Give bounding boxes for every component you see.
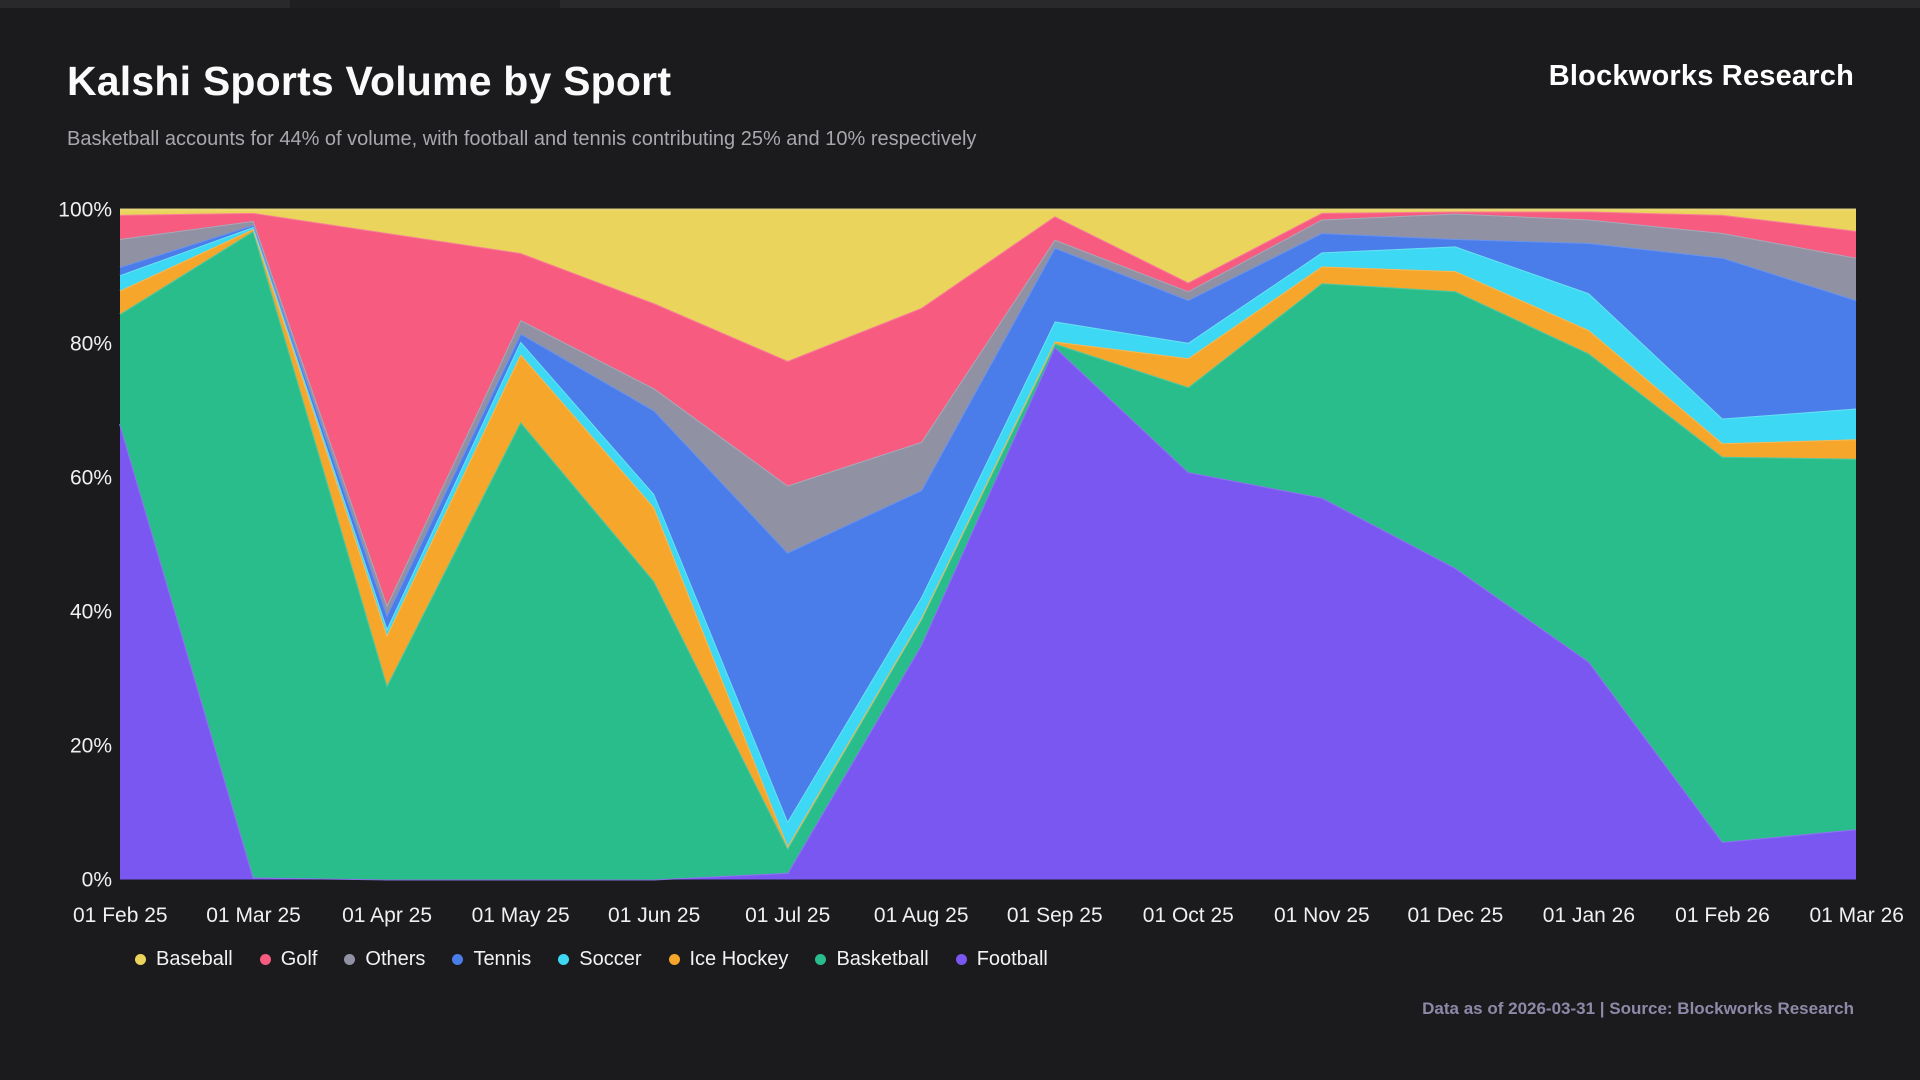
legend-item-football[interactable]: Football bbox=[955, 947, 1048, 971]
chart-legend: Baseball Golf Others Tennis Soccer Ice Hockey… bbox=[135, 944, 1048, 974]
legend-item-baseball[interactable]: Baseball bbox=[135, 948, 233, 971]
x-axis-label: 01 Mar 26 bbox=[1809, 904, 1904, 927]
area-baseball[interactable] bbox=[120, 209, 1856, 361]
legend-label: Others bbox=[365, 947, 426, 970]
legend-item-others[interactable]: Others bbox=[344, 948, 425, 971]
legend-label: Basketball bbox=[836, 947, 929, 970]
legend-item-soccer[interactable]: Soccer bbox=[558, 947, 642, 971]
x-axis-label: 01 Jan 26 bbox=[1543, 904, 1635, 927]
y-axis-label: 0% bbox=[82, 869, 112, 892]
window-top-strip-notch bbox=[290, 0, 560, 8]
y-axis-label: 80% bbox=[70, 333, 112, 356]
source-note: Data as of 2026-03-31 | Source: Blockwor… bbox=[1422, 999, 1854, 1018]
y-axis-label: 40% bbox=[70, 601, 112, 624]
x-axis-label: 01 Jul 25 bbox=[745, 904, 830, 927]
legend-dot-icon bbox=[668, 953, 680, 965]
legend-label: Football bbox=[976, 947, 1048, 970]
page-title: Kalshi Sports Volume by Sport bbox=[67, 58, 672, 104]
x-axis-label: 01 Nov 25 bbox=[1274, 904, 1370, 927]
x-axis-label: 01 Sep 25 bbox=[1007, 904, 1103, 927]
x-axis-label: 01 Mar 25 bbox=[206, 904, 301, 927]
area-football[interactable] bbox=[120, 346, 1856, 880]
y-axis-label: 60% bbox=[70, 467, 112, 490]
legend-dot-icon bbox=[558, 953, 570, 965]
window-top-strip bbox=[0, 0, 1920, 8]
x-axis-label: 01 Apr 25 bbox=[342, 904, 432, 927]
legend-item-tennis[interactable]: Tennis bbox=[452, 948, 531, 971]
x-axis-label: 01 Feb 26 bbox=[1675, 904, 1770, 927]
area-soccer[interactable] bbox=[120, 226, 1856, 846]
y-axis-label: 100% bbox=[58, 199, 112, 222]
legend-dot-icon bbox=[452, 953, 464, 965]
brand-wordmark: Blockworks Research bbox=[1548, 60, 1854, 92]
y-axis-label: 20% bbox=[70, 735, 112, 758]
legend-dot-icon bbox=[135, 953, 146, 965]
legend-label: Golf bbox=[280, 947, 318, 970]
page-subtitle: Basketball accounts for 44% of volume, w… bbox=[67, 128, 977, 150]
legend-item-golf[interactable]: Golf bbox=[259, 947, 318, 971]
area-golf[interactable] bbox=[120, 211, 1856, 605]
legend-label: Tennis bbox=[473, 947, 532, 970]
legend-label: Soccer bbox=[579, 947, 642, 970]
legend-dot-icon bbox=[259, 953, 271, 965]
legend-dot-icon bbox=[815, 953, 827, 965]
x-axis-label: 01 Dec 25 bbox=[1408, 904, 1504, 927]
area-tennis[interactable] bbox=[120, 224, 1856, 822]
x-axis-label: 01 May 25 bbox=[472, 904, 570, 927]
area-basketball[interactable] bbox=[120, 230, 1856, 880]
legend-item-ice-hockey[interactable]: Ice Hockey bbox=[668, 947, 789, 971]
x-axis-label: 01 Oct 25 bbox=[1143, 904, 1234, 927]
legend-dot-icon bbox=[344, 953, 356, 965]
x-axis-label: 01 Aug 25 bbox=[874, 904, 969, 927]
x-axis-label: 01 Feb 25 bbox=[73, 904, 168, 927]
legend-label: Ice Hockey bbox=[689, 947, 789, 970]
legend-label: Baseball bbox=[156, 947, 233, 970]
legend-item-basketball[interactable]: Basketball bbox=[815, 947, 929, 971]
legend-dot-icon bbox=[955, 953, 967, 965]
x-axis-label: 01 Jun 25 bbox=[608, 904, 700, 927]
